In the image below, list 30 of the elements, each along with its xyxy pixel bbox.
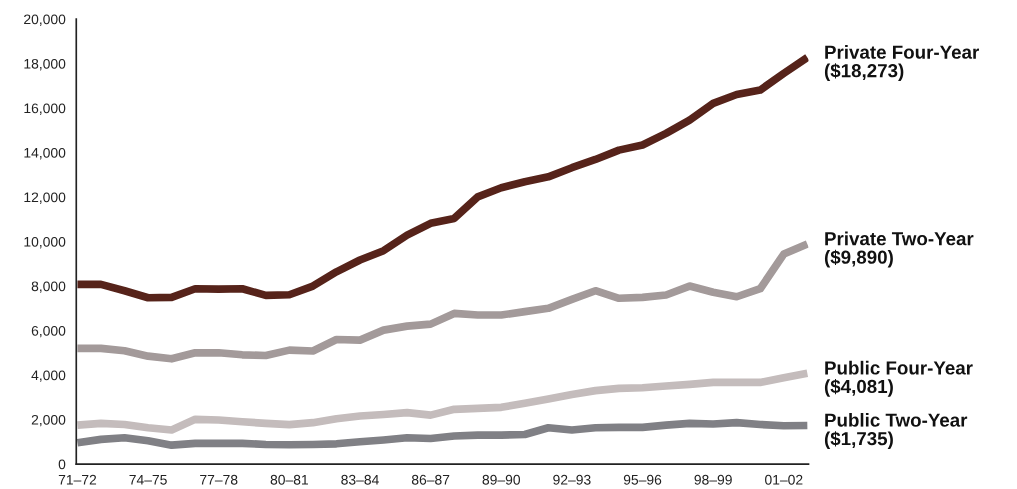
series-label: Public Two-Year: [825, 413, 968, 427]
series-label: Private Two-Year: [825, 231, 974, 246]
y-tick-label: 20,000: [24, 14, 66, 26]
y-tick-label: 0: [58, 459, 66, 470]
y-tick-label: 16,000: [24, 103, 66, 115]
series-label: Public Four-Year: [825, 360, 973, 375]
x-tick-label: 83–84: [341, 474, 379, 485]
x-tick-label: 89–90: [482, 474, 521, 485]
data-label: ($4,081): [824, 379, 893, 397]
x-tick-label: 74–75: [129, 474, 167, 485]
y-tick-label: 8,000: [31, 281, 66, 293]
x-tick-label: 98–99: [694, 474, 732, 485]
data-label: ($1,735): [824, 431, 893, 449]
y-tick-label: 10,000: [24, 236, 66, 249]
x-tick-label: 77–78: [200, 474, 238, 485]
y-tick-label: 12,000: [24, 192, 66, 204]
x-tick-label: 71–72: [58, 474, 97, 485]
data-label: ($18,273): [824, 63, 904, 82]
x-tick-label: 01–02: [765, 474, 803, 485]
y-tick-label: 14,000: [24, 147, 66, 160]
y-tick-label: 4,000: [31, 370, 66, 382]
x-tick-label: 95–96: [623, 474, 662, 485]
x-tick-label: 80–81: [270, 474, 308, 485]
data-label: ($9,890): [824, 249, 893, 268]
x-tick-label: 86–87: [411, 474, 450, 485]
y-tick-label: 2,000: [31, 414, 66, 427]
x-tick-label: 92–93: [553, 474, 591, 485]
series-label: Private Four-Year: [825, 45, 979, 59]
y-tick-label: 18,000: [24, 58, 66, 71]
y-tick-label: 6,000: [31, 325, 66, 338]
